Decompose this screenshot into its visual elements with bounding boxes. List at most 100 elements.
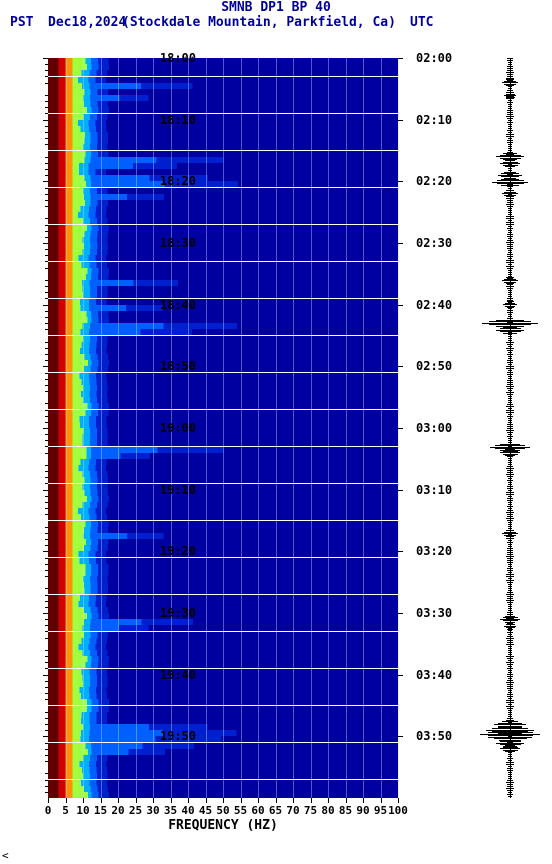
y-minor-tick (45, 403, 48, 404)
seismo-noise (506, 682, 514, 683)
seismo-noise (508, 100, 512, 101)
x-tick (206, 798, 207, 803)
seismo-noise (507, 202, 513, 203)
seismo-noise (508, 652, 513, 653)
seismo-noise (506, 286, 514, 287)
seismo-noise (506, 556, 514, 557)
seismo-noise (507, 360, 513, 361)
seismo-event (506, 536, 514, 537)
seismo-noise (507, 200, 513, 201)
seismo-noise (507, 668, 512, 669)
seismo-noise (506, 348, 514, 349)
seismo-noise (507, 694, 512, 695)
x-tick-label: 45 (199, 804, 212, 817)
seismo-noise (507, 784, 513, 785)
seismo-noise (506, 594, 514, 595)
seismo-noise (508, 660, 513, 661)
gridline (293, 58, 294, 798)
seismo-noise (508, 274, 512, 275)
x-tick-label: 30 (146, 804, 159, 817)
seismo-noise (508, 584, 512, 585)
seismo-noise (507, 510, 513, 511)
seismo-noise (508, 438, 513, 439)
seismo-noise (508, 496, 512, 497)
right-tz-label: UTC (410, 15, 433, 30)
gridline (276, 58, 277, 798)
seismo-noise (506, 492, 514, 493)
seismo-noise (507, 112, 513, 113)
y-label-left: 19:10 (160, 483, 196, 497)
x-tick-label: 95 (374, 804, 387, 817)
seismo-noise (508, 314, 512, 315)
y-label-right: 02:00 (416, 51, 452, 65)
seismo-noise (507, 284, 514, 285)
seismo-noise (508, 586, 512, 587)
seismo-noise (508, 648, 512, 649)
seismo-noise (506, 116, 514, 117)
seismo-noise (508, 440, 512, 441)
seismo-noise (507, 498, 513, 499)
seismo-noise (507, 582, 513, 583)
seismo-noise (506, 782, 514, 783)
y-minor-tick (45, 656, 48, 657)
y-tick-left (43, 490, 48, 491)
x-axis-title: FREQUENCY (HZ) (48, 818, 398, 833)
gridline (241, 58, 242, 798)
y-minor-tick (45, 107, 48, 108)
seismo-event (503, 333, 517, 334)
y-label-left: 18:20 (160, 174, 196, 188)
seismo-noise (507, 350, 514, 351)
seismo-noise (508, 418, 513, 419)
seismo-noise (507, 426, 513, 427)
seismo-noise (507, 90, 514, 91)
y-minor-tick (45, 477, 48, 478)
y-minor-tick (45, 650, 48, 651)
y-minor-tick (45, 570, 48, 571)
seismo-noise (507, 612, 513, 613)
seismo-noise (508, 264, 512, 265)
seismo-noise (508, 522, 512, 523)
seismo-noise (506, 410, 513, 411)
gridline (118, 58, 119, 798)
seismo-noise (506, 638, 514, 639)
seismo-noise (508, 772, 512, 773)
seismo-noise (508, 604, 513, 605)
x-tick-label: 75 (304, 804, 317, 817)
seismo-noise (507, 254, 512, 255)
y-label-right: 03:30 (416, 606, 452, 620)
seismo-noise (508, 390, 513, 391)
y-tick-left (43, 181, 48, 182)
y-minor-tick (45, 662, 48, 663)
seismo-noise (507, 780, 512, 781)
y-label-right: 02:40 (416, 298, 452, 312)
seismo-noise (508, 578, 512, 579)
seismo-noise (507, 432, 514, 433)
y-minor-tick (45, 379, 48, 380)
y-minor-tick (45, 354, 48, 355)
seismo-noise (507, 790, 513, 791)
seismo-noise (506, 368, 514, 369)
seismo-noise (508, 292, 513, 293)
seismo-noise (508, 546, 512, 547)
seismo-noise (507, 476, 513, 477)
y-minor-tick (45, 410, 48, 411)
seismo-noise (508, 214, 512, 215)
seismo-noise (507, 248, 513, 249)
seismo-noise (506, 706, 513, 707)
y-minor-tick (45, 668, 48, 669)
seismo-noise (507, 480, 512, 481)
y-minor-tick (45, 638, 48, 639)
seismo-noise (508, 460, 512, 461)
y-tick-left (43, 243, 48, 244)
seismo-noise (507, 568, 512, 569)
seismo-noise (507, 236, 514, 237)
y-minor-tick (45, 601, 48, 602)
seismo-noise (508, 484, 512, 485)
seismo-noise (508, 774, 512, 775)
y-minor-tick (45, 755, 48, 756)
seismo-noise (507, 680, 514, 681)
seismo-noise (508, 230, 512, 231)
y-minor-tick (45, 712, 48, 713)
y-minor-tick (45, 101, 48, 102)
y-minor-tick (45, 558, 48, 559)
